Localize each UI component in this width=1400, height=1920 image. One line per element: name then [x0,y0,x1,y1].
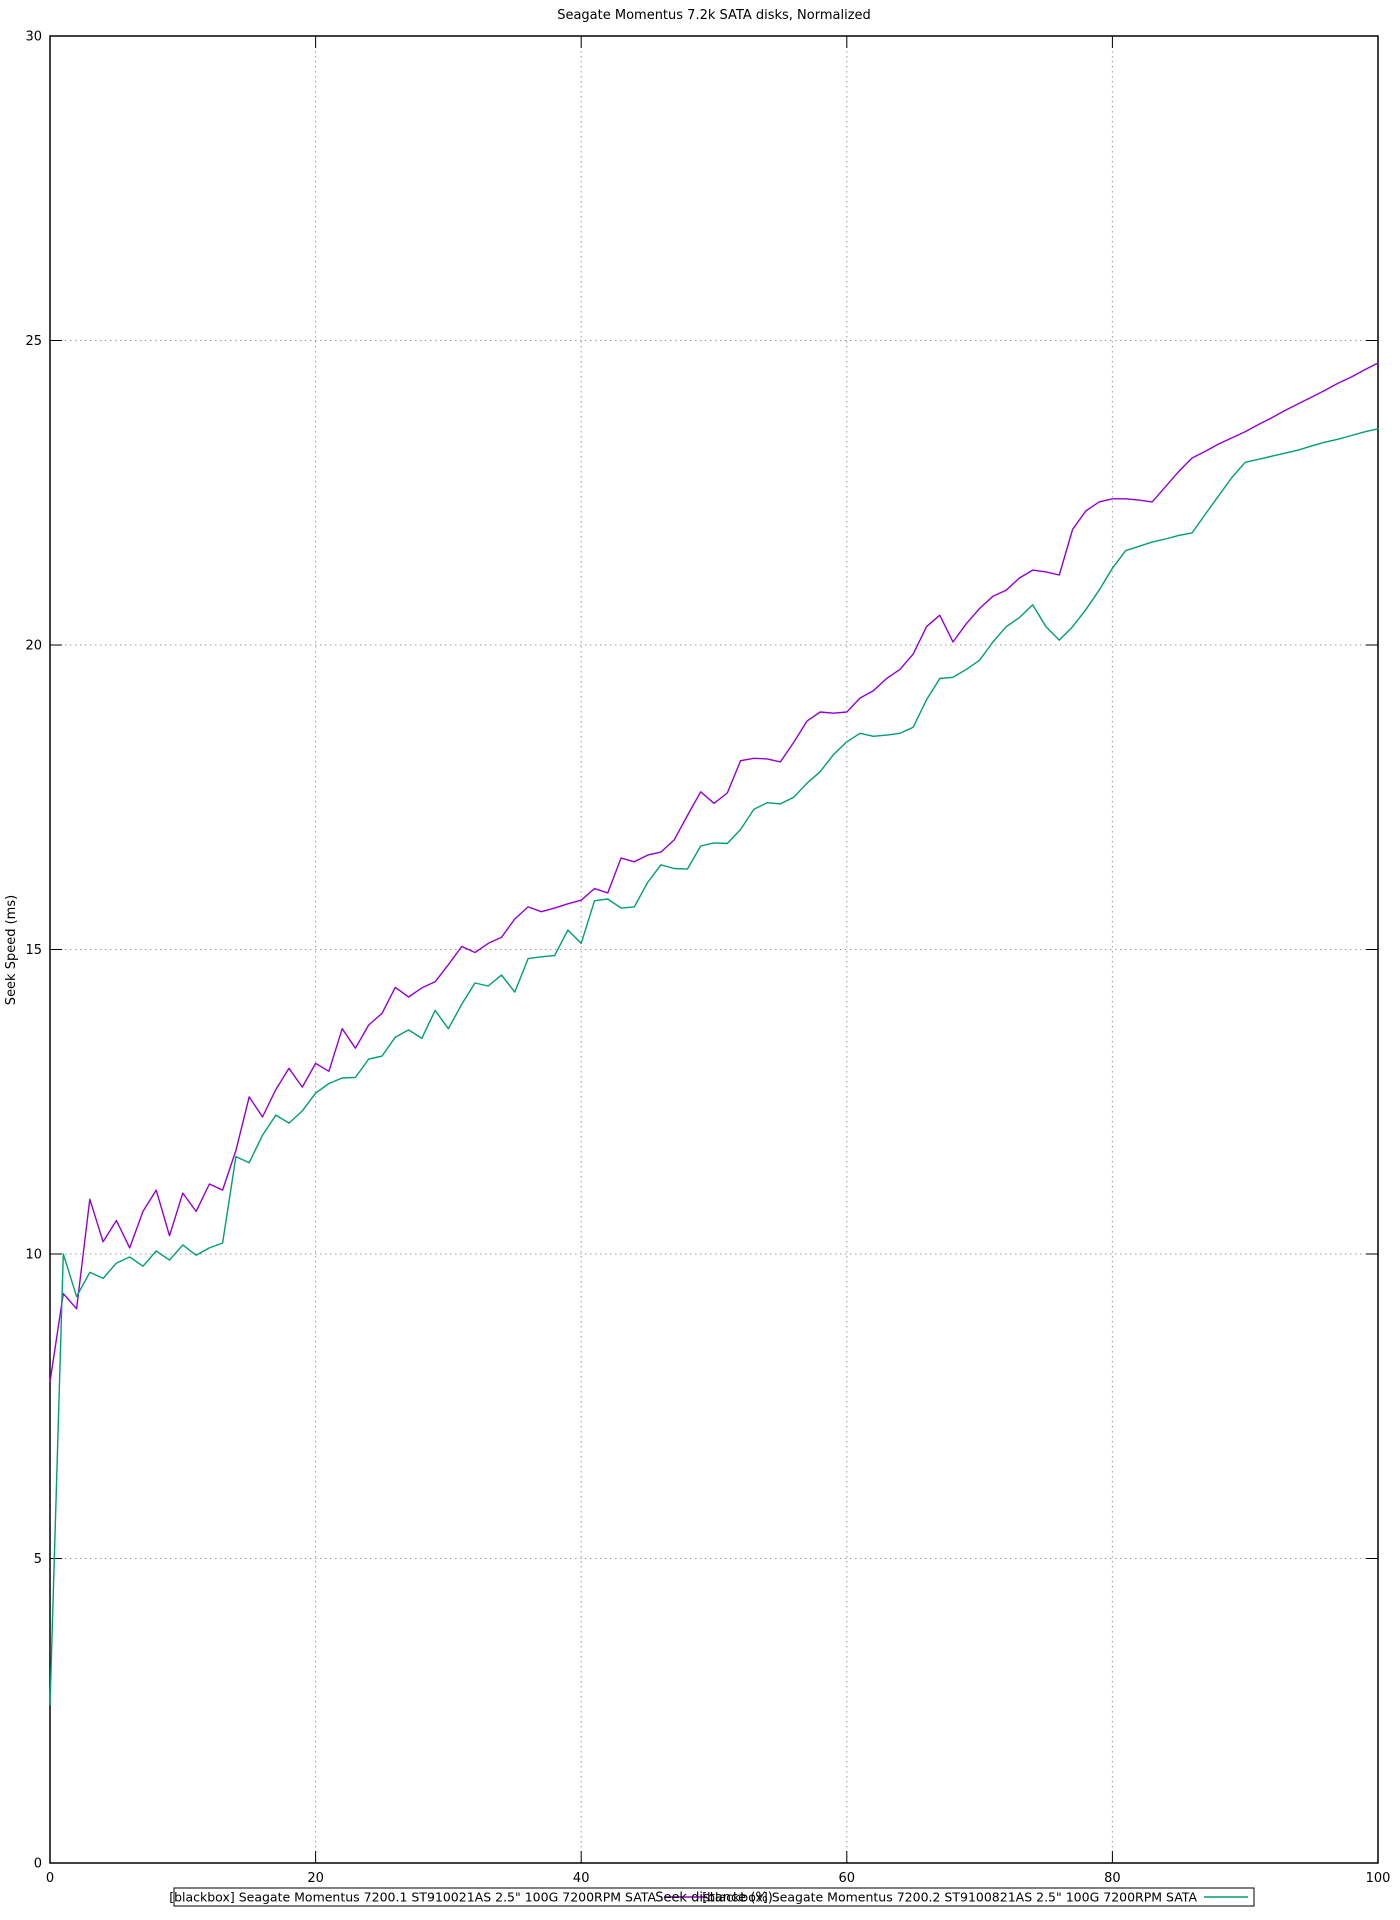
y-tick-label: 15 [25,943,42,958]
y-tick-label: 0 [34,1857,42,1872]
x-axis-label: Seek distance (%) [655,1891,773,1906]
y-tick-label: 5 [34,1552,42,1567]
x-tick-label: 40 [573,1871,590,1886]
legend-label-momentus-7200-1: [blackbox] Seagate Momentus 7200.1 ST910… [169,1890,656,1905]
axis-ticks [49,35,1379,1864]
x-tick-label: 20 [307,1871,324,1886]
y-tick-label: 25 [25,334,42,349]
y-axis-label: Seek Speed (ms) [4,895,19,1005]
x-tick-label: 60 [839,1871,856,1886]
plot-border [49,35,1379,1864]
legend-box [173,1887,1255,1907]
series-line-2 [49,428,1379,1706]
axis-tick-labels: 0 20 40 60 80 100 0 5 10 15 20 25 30 [25,30,1390,1887]
chart-title: Seagate Momentus 7.2k SATA disks, Normal… [557,8,871,23]
x-tick-label: 80 [1104,1871,1121,1886]
x-tick-label: 0 [46,1871,54,1886]
series-line-1 [49,362,1379,1383]
x-tick-label: 100 [1366,1871,1391,1886]
legend-label-momentus-7200-2: [blackbox] Seagate Momentus 7200.2 ST910… [702,1890,1197,1905]
y-tick-label: 20 [25,639,42,654]
grid-lines [50,36,1378,1863]
y-tick-label: 30 [25,30,42,45]
data-series [49,362,1379,1706]
y-tick-label: 10 [25,1248,42,1263]
